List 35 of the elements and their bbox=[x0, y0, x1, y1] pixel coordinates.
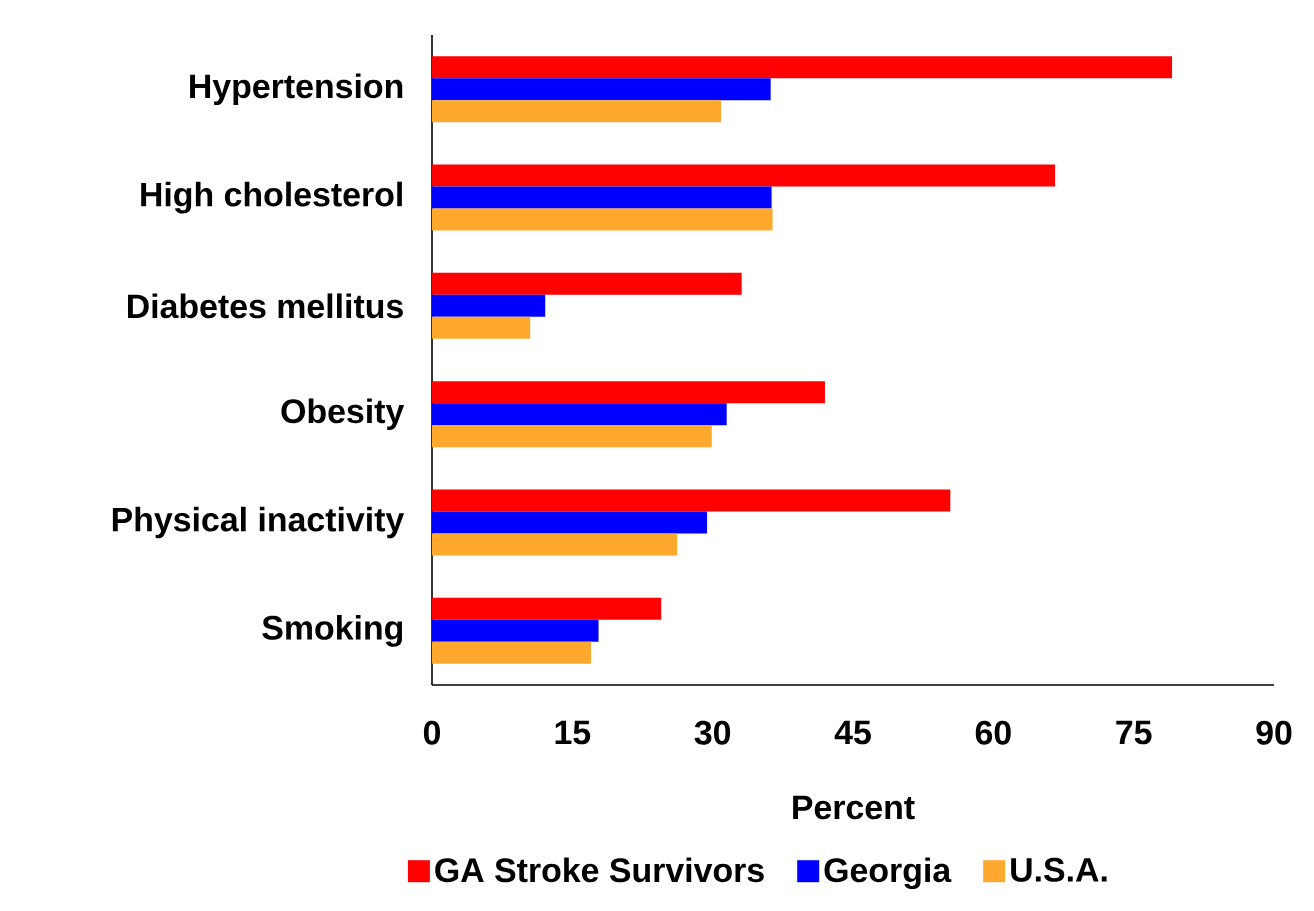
legend-label: Georgia bbox=[824, 857, 952, 890]
legend-label: U.S.A. bbox=[1011, 857, 1107, 882]
x-axis-title: Percent bbox=[793, 795, 915, 820]
bar bbox=[432, 208, 773, 231]
bar bbox=[432, 381, 825, 404]
legend-label: GA Stroke Survivors bbox=[435, 857, 764, 883]
x-tick-label: 15 bbox=[555, 720, 591, 745]
bar bbox=[432, 164, 1056, 187]
bar bbox=[432, 425, 712, 448]
bar bbox=[432, 403, 727, 426]
x-tick-label: 30 bbox=[694, 720, 731, 745]
y-tick-label: Smoking bbox=[262, 614, 403, 647]
bar bbox=[432, 597, 662, 620]
y-tick-label: Hypertension bbox=[190, 73, 403, 105]
x-tick-label: 0 bbox=[423, 720, 441, 745]
bar bbox=[432, 533, 678, 556]
bar bbox=[432, 294, 546, 317]
bar bbox=[432, 100, 722, 123]
y-tick-label: Physical inactivity bbox=[112, 506, 405, 539]
x-tick-label: 75 bbox=[1116, 720, 1152, 745]
x-tick-label: 60 bbox=[975, 720, 1011, 745]
x-tick-label: 45 bbox=[834, 720, 871, 745]
bar bbox=[432, 78, 771, 101]
bar bbox=[432, 272, 742, 295]
y-tick-label: Diabetes mellitus bbox=[127, 293, 403, 319]
bar bbox=[432, 511, 708, 534]
y-tick-label: Obesity bbox=[281, 398, 405, 430]
y-tick-label: High cholesterol bbox=[141, 181, 402, 214]
bar bbox=[432, 316, 531, 339]
bar bbox=[432, 56, 1173, 79]
bar bbox=[432, 619, 599, 642]
bar bbox=[432, 489, 951, 512]
bar bbox=[432, 186, 772, 209]
bar bbox=[432, 641, 592, 664]
x-tick-label: 90 bbox=[1256, 720, 1292, 745]
